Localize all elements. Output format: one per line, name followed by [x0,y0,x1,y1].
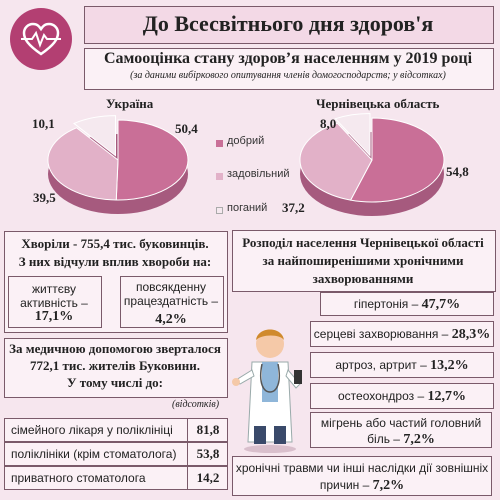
medical-panel [4,338,228,398]
medical-unit: (відсотків) [172,399,220,410]
chernivtsi-slice-satisfactory [299,122,373,201]
chronic-item-hypertension: гіпертонія – 47,7% [320,292,494,316]
illness-activity-label: життєву активність – [20,282,88,310]
illness-title-line2: З них відчули вплив хвороби на: [18,254,212,269]
table-row: приватного стоматолога 14,2 [4,466,228,490]
medical-title-line2: 772,1 тис. жителів Буковини. [30,358,200,373]
legend-swatch-poor [216,207,223,214]
pie-ukraine-label-good: 50,4 [175,121,198,136]
page-title: До Всесвітнього дня здоров'я [142,11,434,36]
pie-chernivtsi-label-satisfactory: 37,2 [282,200,305,215]
header-bar [84,6,494,44]
pie-charts [47,112,445,216]
illness-activity-value: 17,1% [34,309,74,324]
chronic-value: 7,2% [372,478,405,493]
pie-ukraine-label-poor: 10,1 [32,116,55,131]
chronic-item-injuries: хронічні травми чи інші наслідки дії зов… [232,456,492,496]
chronic-item-migraine: мігрень або частий головний біль – 7,2% [310,412,492,448]
chronic-item-osteochondrosis: остеохондроз – 12,7% [310,383,494,409]
chronic-label: артроз, артрит – [335,358,427,372]
heart-pulse-icon [10,8,72,70]
pie-chernivtsi-label-poor: 8,0 [320,116,337,131]
row-label: приватного стоматолога [11,471,146,485]
chronic-value: 13,2% [430,358,469,373]
row-value: 14,2 [187,467,228,489]
chronic-label: хронічні травми чи інші наслідки дії зов… [235,461,489,492]
chronic-label: остеохондроз – [338,389,425,403]
chronic-title-line1: Розподіл населення Чернівецької області [242,235,484,250]
table-row: поліклініки (крім стоматолога) 53,8 [4,442,228,466]
chronic-title-line2: за найпоширенішими хронічними [262,253,464,268]
medical-title-line3: У тому числі до: [66,375,163,390]
row-label: сімейного лікаря у поліклініці [11,423,173,437]
row-value: 53,8 [187,443,228,465]
medical-title-line1: За медичною допомогою зверталося [9,341,221,356]
row-value: 81,8 [187,419,228,441]
chronic-label: серцеві захворювання – [313,327,449,341]
legend-label-satisfactory: задовільний [227,168,290,180]
legend-swatch-satisfactory [216,173,223,180]
pie-ukraine-label-satisfactory: 39,5 [33,190,56,205]
ukraine-slice-satisfactory [47,127,119,201]
chronic-value: 47,7% [421,297,461,312]
chart-title-ukraine: Україна [106,96,154,111]
illness-work-label: повсякденну працездатність – [123,280,219,308]
chronic-value: 28,3% [451,327,491,342]
chronic-panel [232,230,496,292]
illness-title-line1: Хворіли - 755,4 тис. буковинців. [21,236,209,251]
illness-work-value: 4,2% [155,312,187,327]
chart-title-chernivtsi: Чернівецька область [316,96,440,111]
chronic-value: 7,2% [403,432,435,447]
chronic-label: мігрень або частий головний біль – [320,416,482,446]
chronic-item-arthrosis: артроз, артрит – 13,2% [310,352,494,378]
ukraine-slice-poor [73,115,117,157]
illness-work-box [120,276,224,328]
row-label: поліклініки (крім стоматолога) [11,447,177,461]
chernivtsi-slice-poor [334,112,371,157]
legend-swatch-good [216,140,223,147]
subtitle: Самооцінка стану здоров’я населенням у 2… [103,50,473,67]
chronic-item-heart: серцеві захворювання – 28,3% [310,321,494,347]
table-row: сімейного лікаря у поліклініці 81,8 [4,418,228,442]
subtitle-note: (за даними вибіркового опитування членів… [130,70,446,81]
chernivtsi-slice-good [349,117,445,203]
subtitle-box [84,48,494,90]
legend-label-poor: поганий [227,202,268,214]
legend-label-good: добрий [227,135,265,147]
illness-activity-box [8,276,102,328]
ukraine-slice-good [115,119,189,201]
doctor-illustration [232,329,302,453]
chronic-value: 12,7% [427,389,466,404]
chronic-title-line3: захворюваннями [312,271,414,286]
chronic-label: гіпертонія – [353,297,419,311]
pie-chernivtsi-label-good: 54,8 [446,164,469,179]
